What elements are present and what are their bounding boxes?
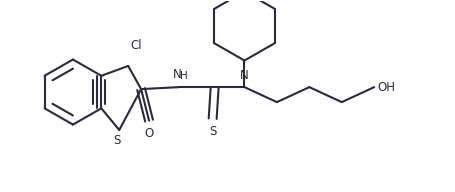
Text: H: H: [179, 71, 187, 81]
Text: S: S: [208, 125, 216, 138]
Text: N: N: [240, 69, 248, 82]
Text: O: O: [144, 127, 153, 140]
Text: Cl: Cl: [130, 39, 142, 52]
Text: S: S: [113, 134, 121, 147]
Text: OH: OH: [376, 81, 394, 94]
Text: N: N: [172, 68, 181, 81]
